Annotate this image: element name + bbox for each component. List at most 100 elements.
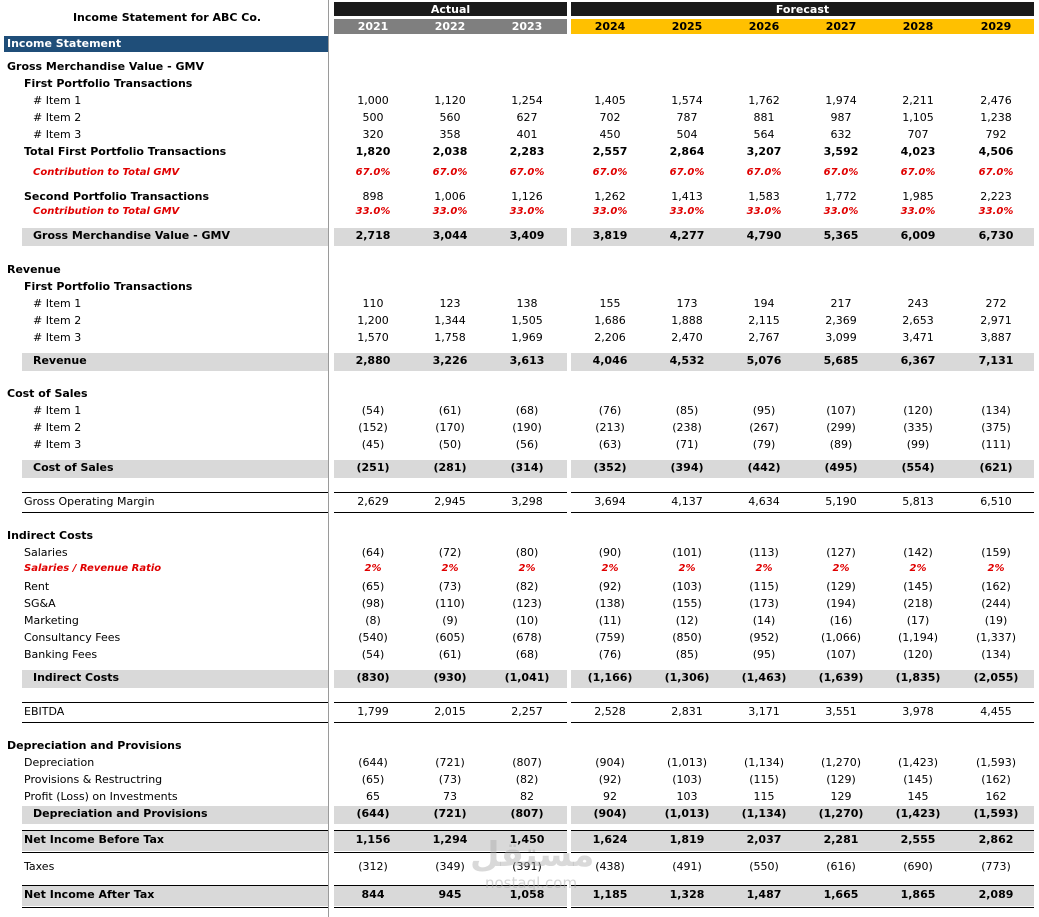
row-value: (299) bbox=[826, 421, 856, 434]
row-value: (170) bbox=[435, 421, 465, 434]
row-value: (690) bbox=[903, 860, 933, 873]
row-value: 1,888 bbox=[671, 314, 703, 327]
row-value: 1,985 bbox=[902, 190, 934, 203]
row-value: 504 bbox=[676, 128, 698, 141]
row-value: 67.0% bbox=[509, 167, 545, 178]
row-value: 1,405 bbox=[594, 94, 626, 107]
row-value: 115 bbox=[753, 790, 775, 803]
row-value: (8) bbox=[365, 614, 381, 627]
row-value: 33.0% bbox=[978, 206, 1014, 217]
row-value: (16) bbox=[829, 614, 853, 627]
row-value: 3,226 bbox=[432, 354, 468, 367]
row-border bbox=[571, 830, 1034, 831]
row-shade bbox=[22, 831, 328, 851]
row-value: (89) bbox=[829, 438, 853, 451]
row-value: 173 bbox=[676, 297, 698, 310]
row-value: 33.0% bbox=[509, 206, 545, 217]
row-value: 7,131 bbox=[978, 354, 1014, 367]
row-value: 2% bbox=[755, 563, 773, 574]
row-value: 1,156 bbox=[355, 833, 391, 846]
row-value: (244) bbox=[981, 597, 1011, 610]
row-value: (218) bbox=[903, 597, 933, 610]
row-value: (103) bbox=[672, 580, 702, 593]
row-value: 3,044 bbox=[432, 229, 468, 242]
row-value: 2% bbox=[601, 563, 619, 574]
row-value: (1,423) bbox=[895, 807, 941, 820]
row-value: (281) bbox=[433, 461, 467, 474]
row-value: 987 bbox=[830, 111, 852, 124]
row-value: 272 bbox=[985, 297, 1007, 310]
row-value: (1,639) bbox=[818, 671, 864, 684]
row-label: Rent bbox=[24, 580, 50, 593]
row-value: 67.0% bbox=[355, 167, 391, 178]
row-value: (155) bbox=[672, 597, 702, 610]
row-value: 1,762 bbox=[748, 94, 780, 107]
row-value: 1,006 bbox=[434, 190, 466, 203]
row-value: 2,257 bbox=[511, 705, 543, 718]
row-value: (314) bbox=[510, 461, 544, 474]
row-value: 1,120 bbox=[434, 94, 466, 107]
row-label: # Item 2 bbox=[33, 111, 82, 124]
row-label: Salaries bbox=[24, 546, 68, 559]
row-shade bbox=[22, 886, 328, 906]
row-value: (830) bbox=[356, 671, 390, 684]
row-border bbox=[334, 885, 567, 886]
row-shade bbox=[22, 806, 328, 824]
row-value: (375) bbox=[981, 421, 1011, 434]
row-value: 67.0% bbox=[432, 167, 468, 178]
row-label: # Item 2 bbox=[33, 314, 82, 327]
row-value: (73) bbox=[438, 773, 462, 786]
row-label: Contribution to Total GMV bbox=[33, 206, 180, 217]
row-value: 1,105 bbox=[902, 111, 934, 124]
row-label: Cost of Sales bbox=[7, 387, 88, 400]
row-value: (721) bbox=[433, 807, 467, 820]
row-value: 243 bbox=[907, 297, 929, 310]
row-value: (64) bbox=[361, 546, 385, 559]
watermark-logo: مستقل bbox=[470, 835, 595, 875]
row-value: 1,819 bbox=[669, 833, 705, 846]
row-value: 2,653 bbox=[902, 314, 934, 327]
row-value: 450 bbox=[599, 128, 621, 141]
row-value: 2,555 bbox=[900, 833, 936, 846]
row-value: (19) bbox=[984, 614, 1008, 627]
row-value: (621) bbox=[979, 461, 1013, 474]
row-value: 3,471 bbox=[902, 331, 934, 344]
row-value: (491) bbox=[672, 860, 702, 873]
row-label: Revenue bbox=[33, 354, 87, 367]
row-value: (98) bbox=[361, 597, 385, 610]
actual-years-bar bbox=[334, 19, 567, 34]
row-value: 2% bbox=[518, 563, 536, 574]
row-value: (540) bbox=[358, 631, 388, 644]
row-value: 33.0% bbox=[746, 206, 782, 217]
row-value: (952) bbox=[749, 631, 779, 644]
row-value: 1,450 bbox=[509, 833, 545, 846]
row-value: (95) bbox=[752, 404, 776, 417]
row-shade bbox=[571, 460, 1034, 478]
row-value: (82) bbox=[515, 773, 539, 786]
row-value: 2,528 bbox=[594, 705, 626, 718]
row-value: 792 bbox=[985, 128, 1007, 141]
row-value: (438) bbox=[595, 860, 625, 873]
row-value: (134) bbox=[981, 404, 1011, 417]
row-value: (605) bbox=[435, 631, 465, 644]
row-border bbox=[571, 722, 1034, 723]
row-border bbox=[22, 512, 328, 513]
year-header-2022: 2022 bbox=[434, 20, 466, 33]
row-value: (391) bbox=[512, 860, 542, 873]
row-value: 4,046 bbox=[592, 354, 628, 367]
year-header-2025: 2025 bbox=[671, 20, 703, 33]
row-value: 33.0% bbox=[900, 206, 936, 217]
row-value: (110) bbox=[435, 597, 465, 610]
row-shade bbox=[571, 806, 1034, 824]
row-value: (92) bbox=[598, 773, 622, 786]
row-value: 358 bbox=[439, 128, 461, 141]
row-border bbox=[334, 722, 567, 723]
row-value: (80) bbox=[515, 546, 539, 559]
row-value: 2,718 bbox=[355, 229, 391, 242]
row-value: (312) bbox=[358, 860, 388, 873]
row-border bbox=[22, 722, 328, 723]
row-value: 2,369 bbox=[825, 314, 857, 327]
row-value: (495) bbox=[824, 461, 858, 474]
row-value: 5,685 bbox=[823, 354, 859, 367]
row-value: 2,971 bbox=[980, 314, 1012, 327]
